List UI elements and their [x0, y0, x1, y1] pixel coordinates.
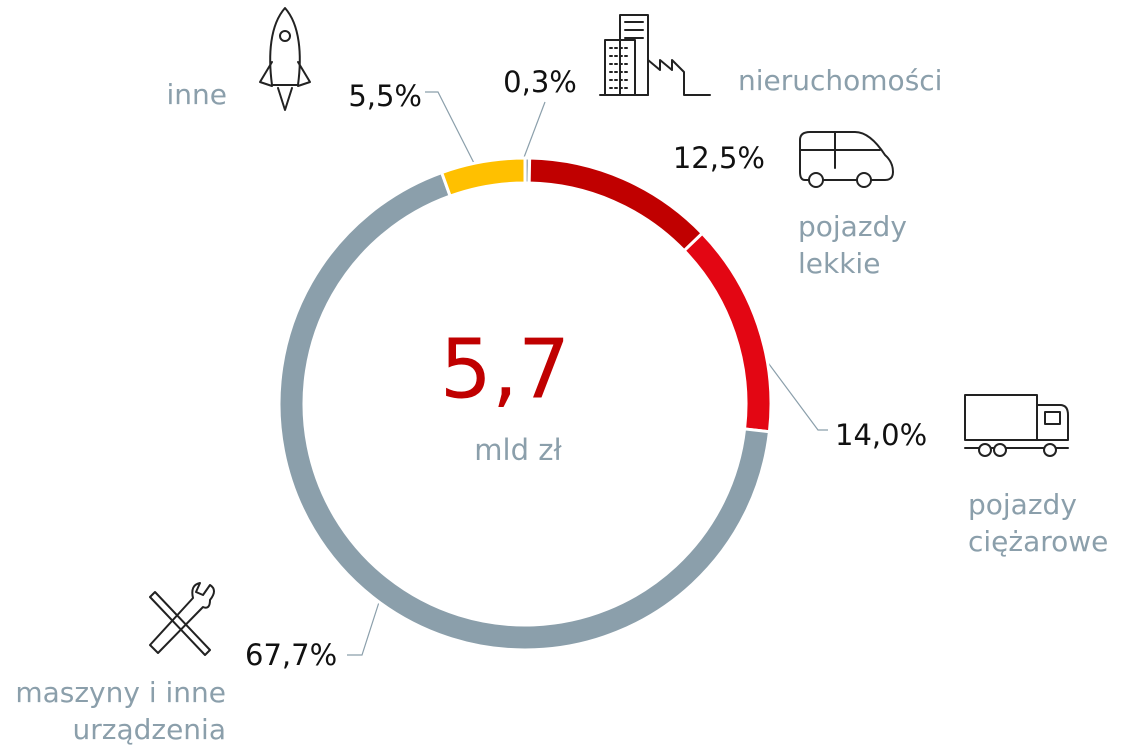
donut-segment	[439, 156, 527, 198]
category-label: pojazdy	[798, 210, 907, 243]
category-label: urządzenia	[73, 713, 227, 746]
value-label: 5,5%	[348, 79, 422, 113]
category-label: pojazdy	[968, 488, 1077, 521]
leader-line	[425, 91, 481, 176]
category-label: maszyny i inne	[15, 676, 226, 709]
truck-icon	[964, 394, 1069, 457]
building-icon	[599, 14, 711, 96]
tools-icon	[149, 582, 215, 656]
rocket-icon	[259, 7, 311, 111]
total-unit: mld zł	[474, 433, 562, 467]
donut-segment	[277, 170, 772, 652]
value-label: 12,5%	[673, 141, 765, 175]
value-label: 0,3%	[503, 65, 577, 99]
donut-segment	[682, 231, 773, 434]
category-label: inne	[167, 78, 228, 111]
category-label: lekkie	[798, 247, 880, 280]
value-label: 14,0%	[835, 418, 927, 452]
leader-line	[522, 101, 546, 161]
category-label: nieruchomości	[738, 64, 942, 97]
van-icon	[799, 131, 894, 188]
value-label: 67,7%	[245, 638, 337, 672]
category-label: ciężarowe	[968, 525, 1108, 558]
total-value: 5,7	[440, 322, 570, 417]
leader-line	[347, 595, 382, 656]
